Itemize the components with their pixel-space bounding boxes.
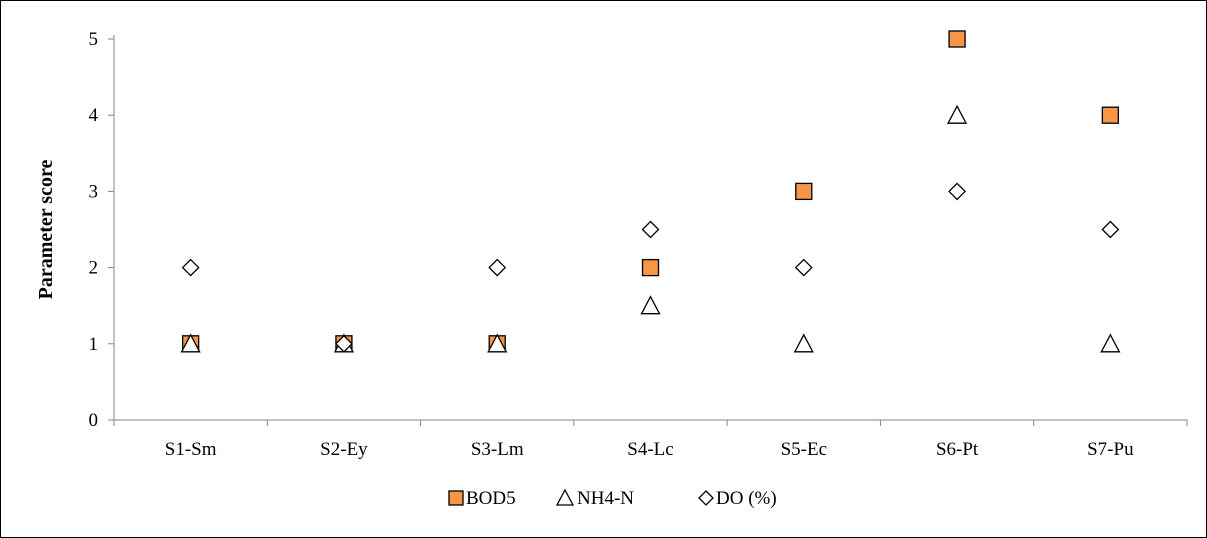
diamond-point <box>181 258 200 277</box>
diamond-point <box>948 182 966 201</box>
triangle-point <box>1100 333 1121 353</box>
y-axis-title: Parameter score <box>35 160 57 300</box>
legend-label: NH4-N <box>577 488 634 509</box>
triangle-point <box>946 104 968 124</box>
legend-square-marker <box>448 490 464 506</box>
legend-diamond-marker <box>698 490 714 506</box>
x-tick-label: S4-Lc <box>627 439 673 460</box>
diamond-point <box>488 258 507 277</box>
x-tick-label: S6-Pt <box>936 439 979 460</box>
triangle-point <box>640 295 661 315</box>
x-tick-label: S7-Pu <box>1087 439 1134 460</box>
square-point <box>641 258 660 277</box>
y-tick-label: 1 <box>89 334 99 355</box>
triangle-point <box>793 333 814 353</box>
y-tick-label: 0 <box>89 410 99 431</box>
legend-label: BOD5 <box>466 488 516 509</box>
x-tick-label: S1-Sm <box>165 439 217 460</box>
y-tick-label: 3 <box>89 181 99 202</box>
x-tick-label: S2-Ey <box>320 439 368 460</box>
diamond-point <box>1101 220 1120 239</box>
diamond-point <box>641 220 660 239</box>
y-tick-label: 5 <box>89 29 99 50</box>
square-point <box>795 182 813 201</box>
diamond-point <box>335 334 353 353</box>
triangle-point <box>487 333 508 353</box>
legend-label: DO (%) <box>716 488 777 509</box>
x-tick-label: S5-Ec <box>781 439 827 460</box>
legend-triangle-marker <box>555 488 575 506</box>
x-tick-label: S3-Lm <box>471 439 524 460</box>
y-tick-label: 2 <box>89 258 99 279</box>
triangle-point <box>180 333 201 353</box>
square-point <box>948 30 966 48</box>
series-diamond <box>181 182 1120 353</box>
square-point <box>1101 106 1120 124</box>
y-tick-label: 4 <box>89 105 99 126</box>
diamond-point <box>794 258 813 277</box>
